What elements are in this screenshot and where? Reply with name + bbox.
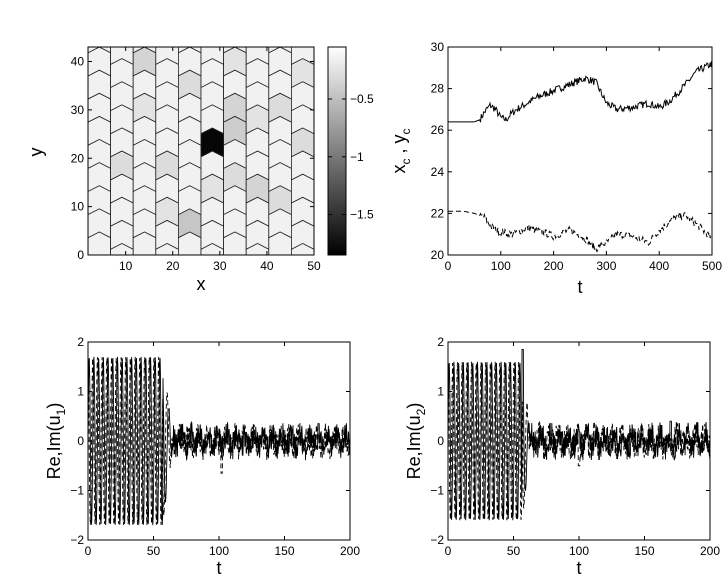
heatmap-ticks: 10 20 30 40 50 0 10 20 30 40 [71,47,321,273]
y-tick-label: −2 [70,533,84,547]
centroid-y-label-sub2: c [399,128,413,134]
heatmap-cell [291,12,314,41]
u2-lines [447,348,711,521]
x-tick-label: 30 [213,259,227,273]
y-tick-label: 1 [77,385,84,399]
u1-x-label: t [216,558,221,578]
y-tick-label: 30 [431,40,445,54]
y-tick-label: 26 [431,123,445,137]
heatmap-cell [143,254,146,255]
centroid-y-label: xc , yc [389,128,413,173]
centroid-x-label: t [577,277,582,297]
colorbar-tick-label: −0.5 [350,92,374,106]
x-tick-label: 50 [147,544,161,558]
colorbar-tick-label: −1.5 [350,208,374,222]
x-tick-label: 100 [209,544,229,558]
x-tick-label: 150 [274,544,294,558]
real-part-line [87,356,351,526]
centroid-y-label-mid: , y [389,134,409,158]
x-tick-label: 500 [702,259,722,273]
y-tick-label: 28 [431,82,445,96]
y-tick-label: 10 [71,200,85,214]
x-tick-label: 200 [700,544,720,558]
heatmap-cell [201,12,224,41]
x-tick-label: 150 [634,544,654,558]
x-tick-label: 20 [166,259,180,273]
heatmap-cells [88,12,314,255]
heatmap-cell [234,254,236,255]
colorbar-tick-label: −1 [350,150,364,164]
y-tick-label: 30 [71,103,85,117]
y-tick-label: −1 [70,484,84,498]
x-tick-label: 10 [119,259,133,273]
u2-y-label-main: Re,Im(u [404,415,424,479]
heatmap-y-label: y [26,148,46,157]
yc-series-line [448,210,713,253]
x-tick-label: 100 [491,259,511,273]
y-tick-label: 0 [437,434,444,448]
u2-ticks: 0 50 100 150 200 −2 −1 0 1 2 [430,335,720,558]
heatmap-x-label: x [197,274,206,294]
heatmap-cell [246,12,269,41]
u2-y-label-close: ) [404,403,424,409]
centroid-lines [448,60,713,253]
u1-lines [87,356,351,526]
centroid-ticks: 0 100 200 300 400 500 20 22 24 26 28 30 [431,40,723,273]
x-tick-label: 300 [596,259,616,273]
y-tick-label: 20 [431,248,445,262]
y-tick-label: 2 [77,335,84,349]
u2-y-label: Re,Im(u2) [404,403,428,480]
x-tick-label: 200 [544,259,564,273]
heatmap-cell [111,12,134,41]
heatmap-cell [290,47,314,65]
y-tick-label: 24 [431,165,445,179]
u1-y-label-close: ) [44,403,64,409]
y-tick-label: 2 [437,335,444,349]
centroid-y-label-sub1: c [399,159,413,165]
y-tick-label: −1 [430,484,444,498]
heatmap-cell [98,254,101,255]
centroid-frame [447,46,713,256]
u2-x-label: t [576,558,581,578]
y-tick-label: 0 [77,434,84,448]
colorbar [327,46,347,256]
u2-y-label-sub: 2 [414,408,428,415]
y-tick-label: 22 [431,206,445,220]
y-tick-label: −2 [430,533,444,547]
u1-y-label: Re,Im(u1) [44,403,68,480]
u1-y-label-sub: 1 [54,408,68,415]
y-tick-label: 40 [71,55,85,69]
heatmap-cell [156,12,179,41]
y-tick-label: 1 [437,385,444,399]
colorbar-ticks: −1.5 −1 −0.5 [328,92,374,222]
x-tick-label: 50 [507,544,521,558]
x-tick-label: 100 [569,544,589,558]
x-tick-label: 40 [260,259,274,273]
x-tick-label: 200 [340,544,360,558]
centroid-y-label-main: x [389,165,409,174]
heatmap-panel: 10 20 30 40 50 0 10 20 30 40 x y −1.5 −1 −0.5 [26,12,374,294]
x-tick-label: 50 [307,259,321,273]
u1-y-label-main: Re,Im(u [44,415,64,479]
y-tick-label: 0 [77,248,84,262]
u1-ticks: 0 50 100 150 200 −2 −1 0 1 2 [70,335,360,558]
y-tick-label: 20 [71,151,85,165]
x-tick-label: 0 [85,544,92,558]
x-tick-label: 0 [445,259,452,273]
heatmap-frame [87,46,315,256]
xc-series-line [448,60,713,123]
x-tick-label: 400 [649,259,669,273]
x-tick-label: 0 [445,544,452,558]
imag-part-line [447,361,711,521]
